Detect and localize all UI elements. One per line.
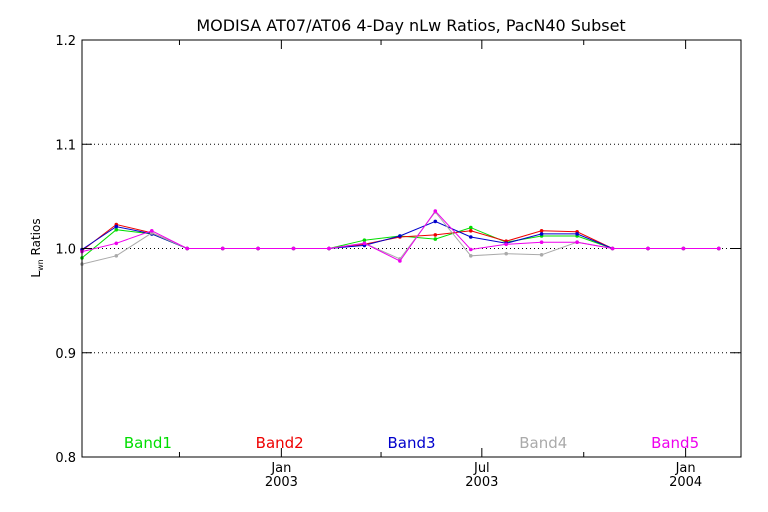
data-point [539, 253, 544, 257]
data-point [362, 241, 367, 246]
data-point [539, 229, 544, 233]
data-point [256, 246, 260, 251]
series-layer [80, 209, 721, 266]
data-point [433, 237, 438, 241]
data-point [398, 234, 402, 238]
x-tick-label-year: 2003 [265, 475, 298, 490]
x-tick-label-year: 2003 [465, 475, 498, 490]
data-point [469, 225, 473, 230]
data-point [185, 246, 189, 251]
data-point [469, 247, 473, 252]
data-point [362, 238, 367, 242]
legend: Band1 Band2 Band3 Band4 Band5 [124, 434, 699, 452]
legend-entry-band3: Band3 [387, 434, 435, 452]
y-tick-label: 1.1 [55, 138, 76, 153]
data-point [469, 235, 473, 239]
data-point [469, 254, 473, 258]
y-tick-label: 1.2 [55, 34, 76, 49]
x-tick-label-month: Jan [270, 461, 291, 476]
y-tick-label: 1.0 [55, 243, 76, 258]
legend-entry-band2: Band2 [256, 434, 304, 452]
y-tick-label: 0.9 [55, 347, 76, 362]
y-axis-label-subscript: wn [36, 259, 45, 271]
chart-title: MODISA AT07/AT06 4-Day nLw Ratios, PacN4… [196, 16, 625, 35]
data-point [291, 246, 296, 251]
legend-entry-band1: Band1 [124, 434, 172, 452]
data-point [114, 224, 119, 229]
data-point [646, 246, 650, 251]
data-point [504, 242, 509, 247]
data-point [398, 259, 402, 263]
legend-entry-band5: Band5 [651, 434, 699, 452]
data-point [114, 254, 119, 258]
y-axis-label-rest: Ratios [29, 218, 43, 259]
data-point [150, 229, 154, 233]
data-point [327, 246, 331, 251]
data-point [681, 246, 686, 251]
y-axis-label-main: L [29, 271, 43, 278]
data-point [114, 241, 119, 246]
data-point [610, 246, 615, 251]
data-point [539, 232, 544, 236]
x-tick-label-month: Jan [675, 461, 696, 476]
series-line-band1 [81, 227, 719, 259]
data-point [717, 246, 721, 251]
x-tick-label-month: Jul [473, 461, 490, 476]
data-point [575, 232, 579, 236]
data-point [433, 219, 438, 224]
y-tick-label: 0.8 [55, 451, 76, 466]
y-axis-label: Lwn Ratios [29, 218, 45, 277]
data-point [433, 209, 438, 213]
x-tick-label-year: 2004 [669, 475, 702, 490]
data-point [220, 246, 225, 251]
legend-entry-band4: Band4 [519, 434, 567, 452]
data-point [504, 251, 509, 256]
data-point [433, 233, 438, 237]
data-point [469, 229, 473, 233]
data-point [114, 227, 119, 232]
data-point [575, 240, 579, 244]
data-point [539, 240, 544, 244]
